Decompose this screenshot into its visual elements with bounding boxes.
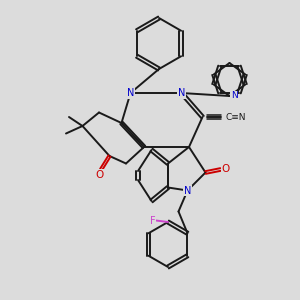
Text: N: N — [127, 88, 134, 98]
Text: N: N — [184, 185, 191, 196]
Text: N: N — [178, 88, 185, 98]
Text: O: O — [95, 170, 104, 180]
Text: O: O — [222, 164, 230, 175]
Text: C≡N: C≡N — [225, 112, 245, 122]
Text: N: N — [231, 92, 237, 100]
Text: F: F — [150, 215, 155, 226]
